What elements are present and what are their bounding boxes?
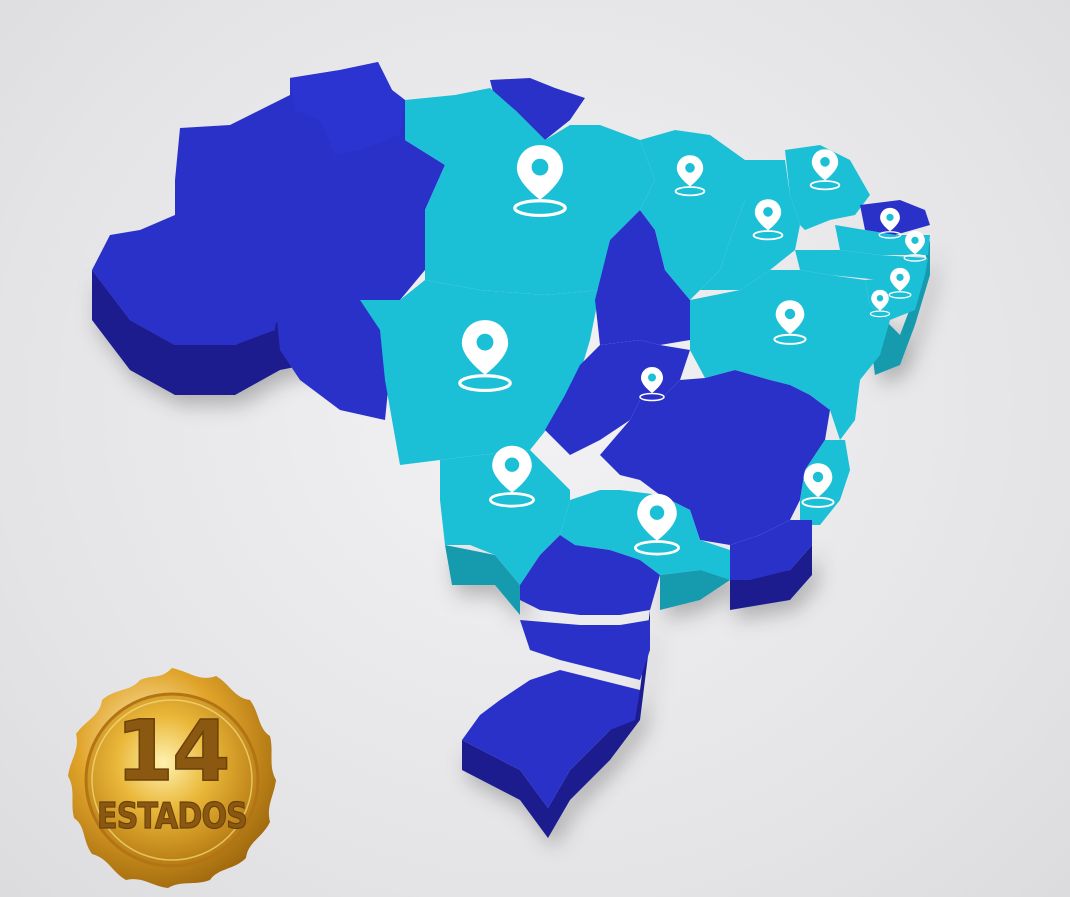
state-rj-side bbox=[730, 545, 812, 610]
state-acre bbox=[92, 270, 280, 345]
seal-word: ESTADOS bbox=[97, 796, 247, 837]
state-mato-grosso bbox=[360, 280, 600, 465]
state-piaui bbox=[700, 160, 800, 290]
state-santa-catarina bbox=[520, 620, 650, 680]
seal-number: 14 bbox=[116, 702, 229, 800]
state-parana bbox=[520, 535, 660, 615]
state-rio-grande-do-sul bbox=[462, 670, 640, 808]
state-para bbox=[405, 88, 655, 295]
state-rio-de-janeiro bbox=[730, 520, 812, 580]
gold-seal-badge: 14 ESTADOS bbox=[68, 668, 276, 888]
state-mato-grosso-do-sul bbox=[440, 450, 570, 585]
state-amazonas-side bbox=[92, 270, 400, 395]
map-states bbox=[92, 62, 930, 808]
state-south-side bbox=[462, 610, 650, 838]
map-pin-icon bbox=[903, 230, 927, 262]
state-minas-gerais bbox=[600, 370, 830, 545]
state-rondonia bbox=[275, 290, 392, 420]
seal-face bbox=[84, 692, 260, 868]
state-paraiba bbox=[835, 225, 930, 255]
state-maranhao bbox=[640, 130, 745, 300]
state-roraima bbox=[290, 62, 405, 155]
state-bahia bbox=[690, 270, 890, 440]
state-tocantins bbox=[595, 210, 690, 345]
state-sao-paulo bbox=[560, 490, 730, 580]
state-ceara bbox=[785, 145, 870, 230]
state-amapa bbox=[490, 78, 585, 140]
